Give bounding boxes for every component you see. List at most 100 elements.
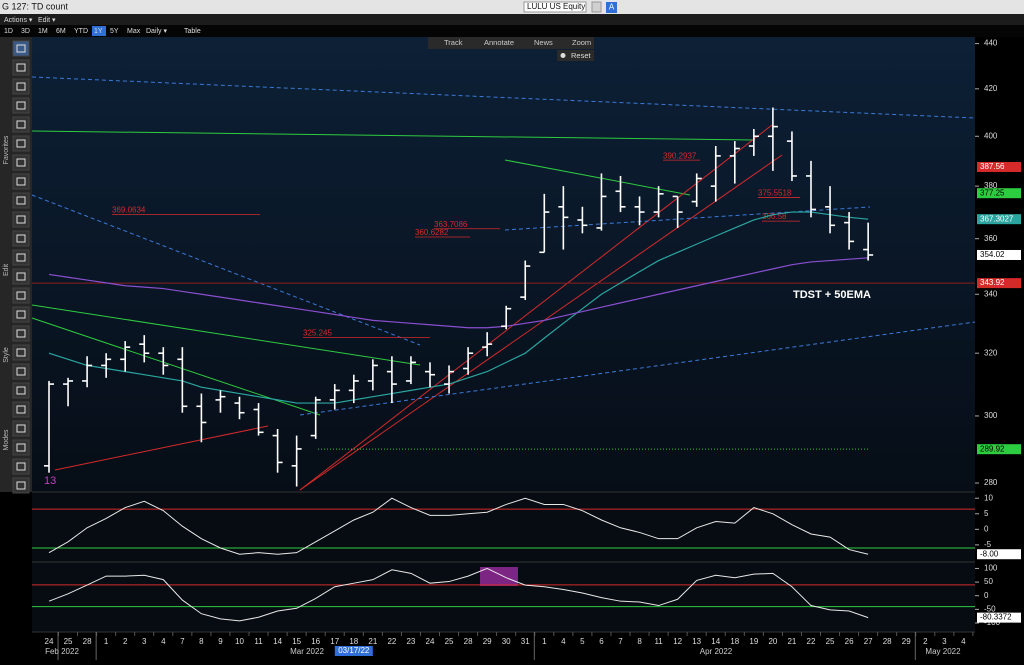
period-button[interactable]: 1Y bbox=[94, 28, 103, 35]
value-tag bbox=[977, 549, 1021, 560]
period-button[interactable]: 1D bbox=[4, 28, 13, 35]
level-label: 369.0634 bbox=[112, 206, 146, 215]
trend-lines bbox=[31, 76, 976, 491]
tool-button[interactable] bbox=[12, 116, 30, 133]
tool-glyph bbox=[16, 101, 26, 110]
menu[interactable]: Edit ▾ bbox=[38, 17, 56, 24]
y-tick-label: 360 bbox=[984, 234, 998, 243]
y-tick-label: 320 bbox=[984, 348, 998, 357]
x-tick-label: 9 bbox=[218, 637, 223, 646]
toolbar-button[interactable]: Zoom bbox=[572, 38, 591, 47]
tool-glyph bbox=[16, 367, 26, 376]
period-button[interactable]: 6M bbox=[56, 28, 66, 35]
x-tick-label: 3 bbox=[942, 637, 947, 646]
side-label: Favorites bbox=[3, 135, 10, 164]
reset-button[interactable] bbox=[557, 50, 594, 61]
y-tick-label: 50 bbox=[984, 577, 993, 586]
price-tag-label: 354.02 bbox=[980, 250, 1005, 259]
tool-button[interactable] bbox=[12, 211, 30, 228]
badge-box[interactable] bbox=[606, 2, 617, 13]
x-tick-label: 10 bbox=[235, 637, 244, 646]
toolbar-button[interactable]: Track bbox=[444, 38, 463, 47]
tool-button[interactable] bbox=[12, 249, 30, 266]
tool-button[interactable] bbox=[12, 192, 30, 209]
x-tick-label: 1 bbox=[104, 637, 109, 646]
tool-glyph bbox=[16, 158, 26, 167]
period-button[interactable]: Max bbox=[127, 28, 141, 35]
moving-average bbox=[48, 257, 869, 329]
ticker-menu[interactable] bbox=[591, 1, 602, 13]
x-tick-label: 5 bbox=[580, 637, 585, 646]
period-active bbox=[92, 26, 106, 36]
tool-glyph bbox=[16, 310, 26, 319]
x-tick-label: 17 bbox=[330, 637, 339, 646]
x-tick-label: 20 bbox=[768, 637, 777, 646]
toolbar-button[interactable]: Annotate bbox=[484, 38, 514, 47]
x-tick-label: 28 bbox=[883, 637, 892, 646]
tool-button[interactable] bbox=[12, 363, 30, 380]
y-tick-label: 5 bbox=[984, 509, 989, 518]
tool-button[interactable] bbox=[12, 306, 30, 323]
ticker-box[interactable] bbox=[523, 1, 587, 13]
menu[interactable]: Actions ▾ bbox=[4, 17, 33, 24]
tool-button[interactable] bbox=[12, 458, 30, 475]
y-tick-label: 340 bbox=[984, 289, 998, 298]
tool-button[interactable] bbox=[12, 59, 30, 76]
tool-button[interactable] bbox=[12, 40, 30, 57]
tool-button[interactable] bbox=[12, 477, 30, 494]
x-tick-label: 24 bbox=[426, 637, 435, 646]
tool-button[interactable] bbox=[12, 325, 30, 342]
period-button[interactable]: 1M bbox=[38, 28, 48, 35]
period-button[interactable]: Daily ▾ bbox=[146, 28, 168, 35]
tool-glyph bbox=[16, 44, 26, 53]
x-tick-label: 7 bbox=[618, 637, 623, 646]
x-tick-label: 18 bbox=[730, 637, 739, 646]
menu-bar bbox=[0, 14, 1024, 25]
value-tag bbox=[977, 612, 1021, 623]
price-panel bbox=[32, 37, 975, 492]
tool-button[interactable] bbox=[12, 382, 30, 399]
level-label: 363.7086 bbox=[434, 220, 468, 229]
trend-line bbox=[31, 194, 421, 346]
period-button[interactable]: Table bbox=[184, 28, 201, 35]
tool-glyph bbox=[16, 291, 26, 300]
tool-button[interactable] bbox=[12, 154, 30, 171]
tool-button[interactable] bbox=[12, 401, 30, 418]
indicator-line bbox=[48, 497, 869, 555]
tool-button[interactable] bbox=[12, 173, 30, 190]
x-tick-label: 6 bbox=[599, 637, 604, 646]
x-tick-label: 22 bbox=[807, 637, 816, 646]
reset-label[interactable]: Reset bbox=[571, 51, 592, 60]
tool-button[interactable] bbox=[12, 135, 30, 152]
tool-button[interactable] bbox=[12, 287, 30, 304]
toolbar-button[interactable]: News bbox=[534, 38, 553, 47]
period-button[interactable]: YTD bbox=[74, 28, 88, 35]
tool-button[interactable] bbox=[12, 230, 30, 247]
x-tick-label: 25 bbox=[826, 637, 835, 646]
tool-button[interactable] bbox=[12, 420, 30, 437]
trend-line bbox=[299, 154, 783, 491]
period-button[interactable]: 3D bbox=[21, 28, 30, 35]
tool-button[interactable] bbox=[12, 97, 30, 114]
tool-glyph bbox=[16, 215, 26, 224]
price-tag-label: 387.56 bbox=[980, 162, 1005, 171]
x-tick-label: 31 bbox=[521, 637, 530, 646]
tool-glyph bbox=[16, 120, 26, 129]
trend-line bbox=[31, 76, 976, 119]
tool-glyph bbox=[16, 329, 26, 338]
tool-glyph bbox=[16, 405, 26, 414]
tool-button[interactable] bbox=[12, 268, 30, 285]
ticker[interactable]: LULU US Equity bbox=[527, 2, 585, 11]
ticker-badge[interactable]: A bbox=[609, 3, 615, 12]
month-label: Feb 2022 bbox=[45, 647, 79, 656]
x-tick-label: 1 bbox=[542, 637, 547, 646]
highlight-box bbox=[480, 567, 518, 586]
tool-glyph bbox=[16, 63, 26, 72]
period-button[interactable]: 5Y bbox=[110, 28, 119, 35]
tool-button[interactable] bbox=[12, 439, 30, 456]
tool-glyph bbox=[16, 82, 26, 91]
tool-button[interactable] bbox=[12, 344, 30, 361]
tool-button[interactable] bbox=[12, 78, 30, 95]
trend-line bbox=[54, 425, 269, 471]
level-label: 390.2937 bbox=[663, 151, 697, 160]
